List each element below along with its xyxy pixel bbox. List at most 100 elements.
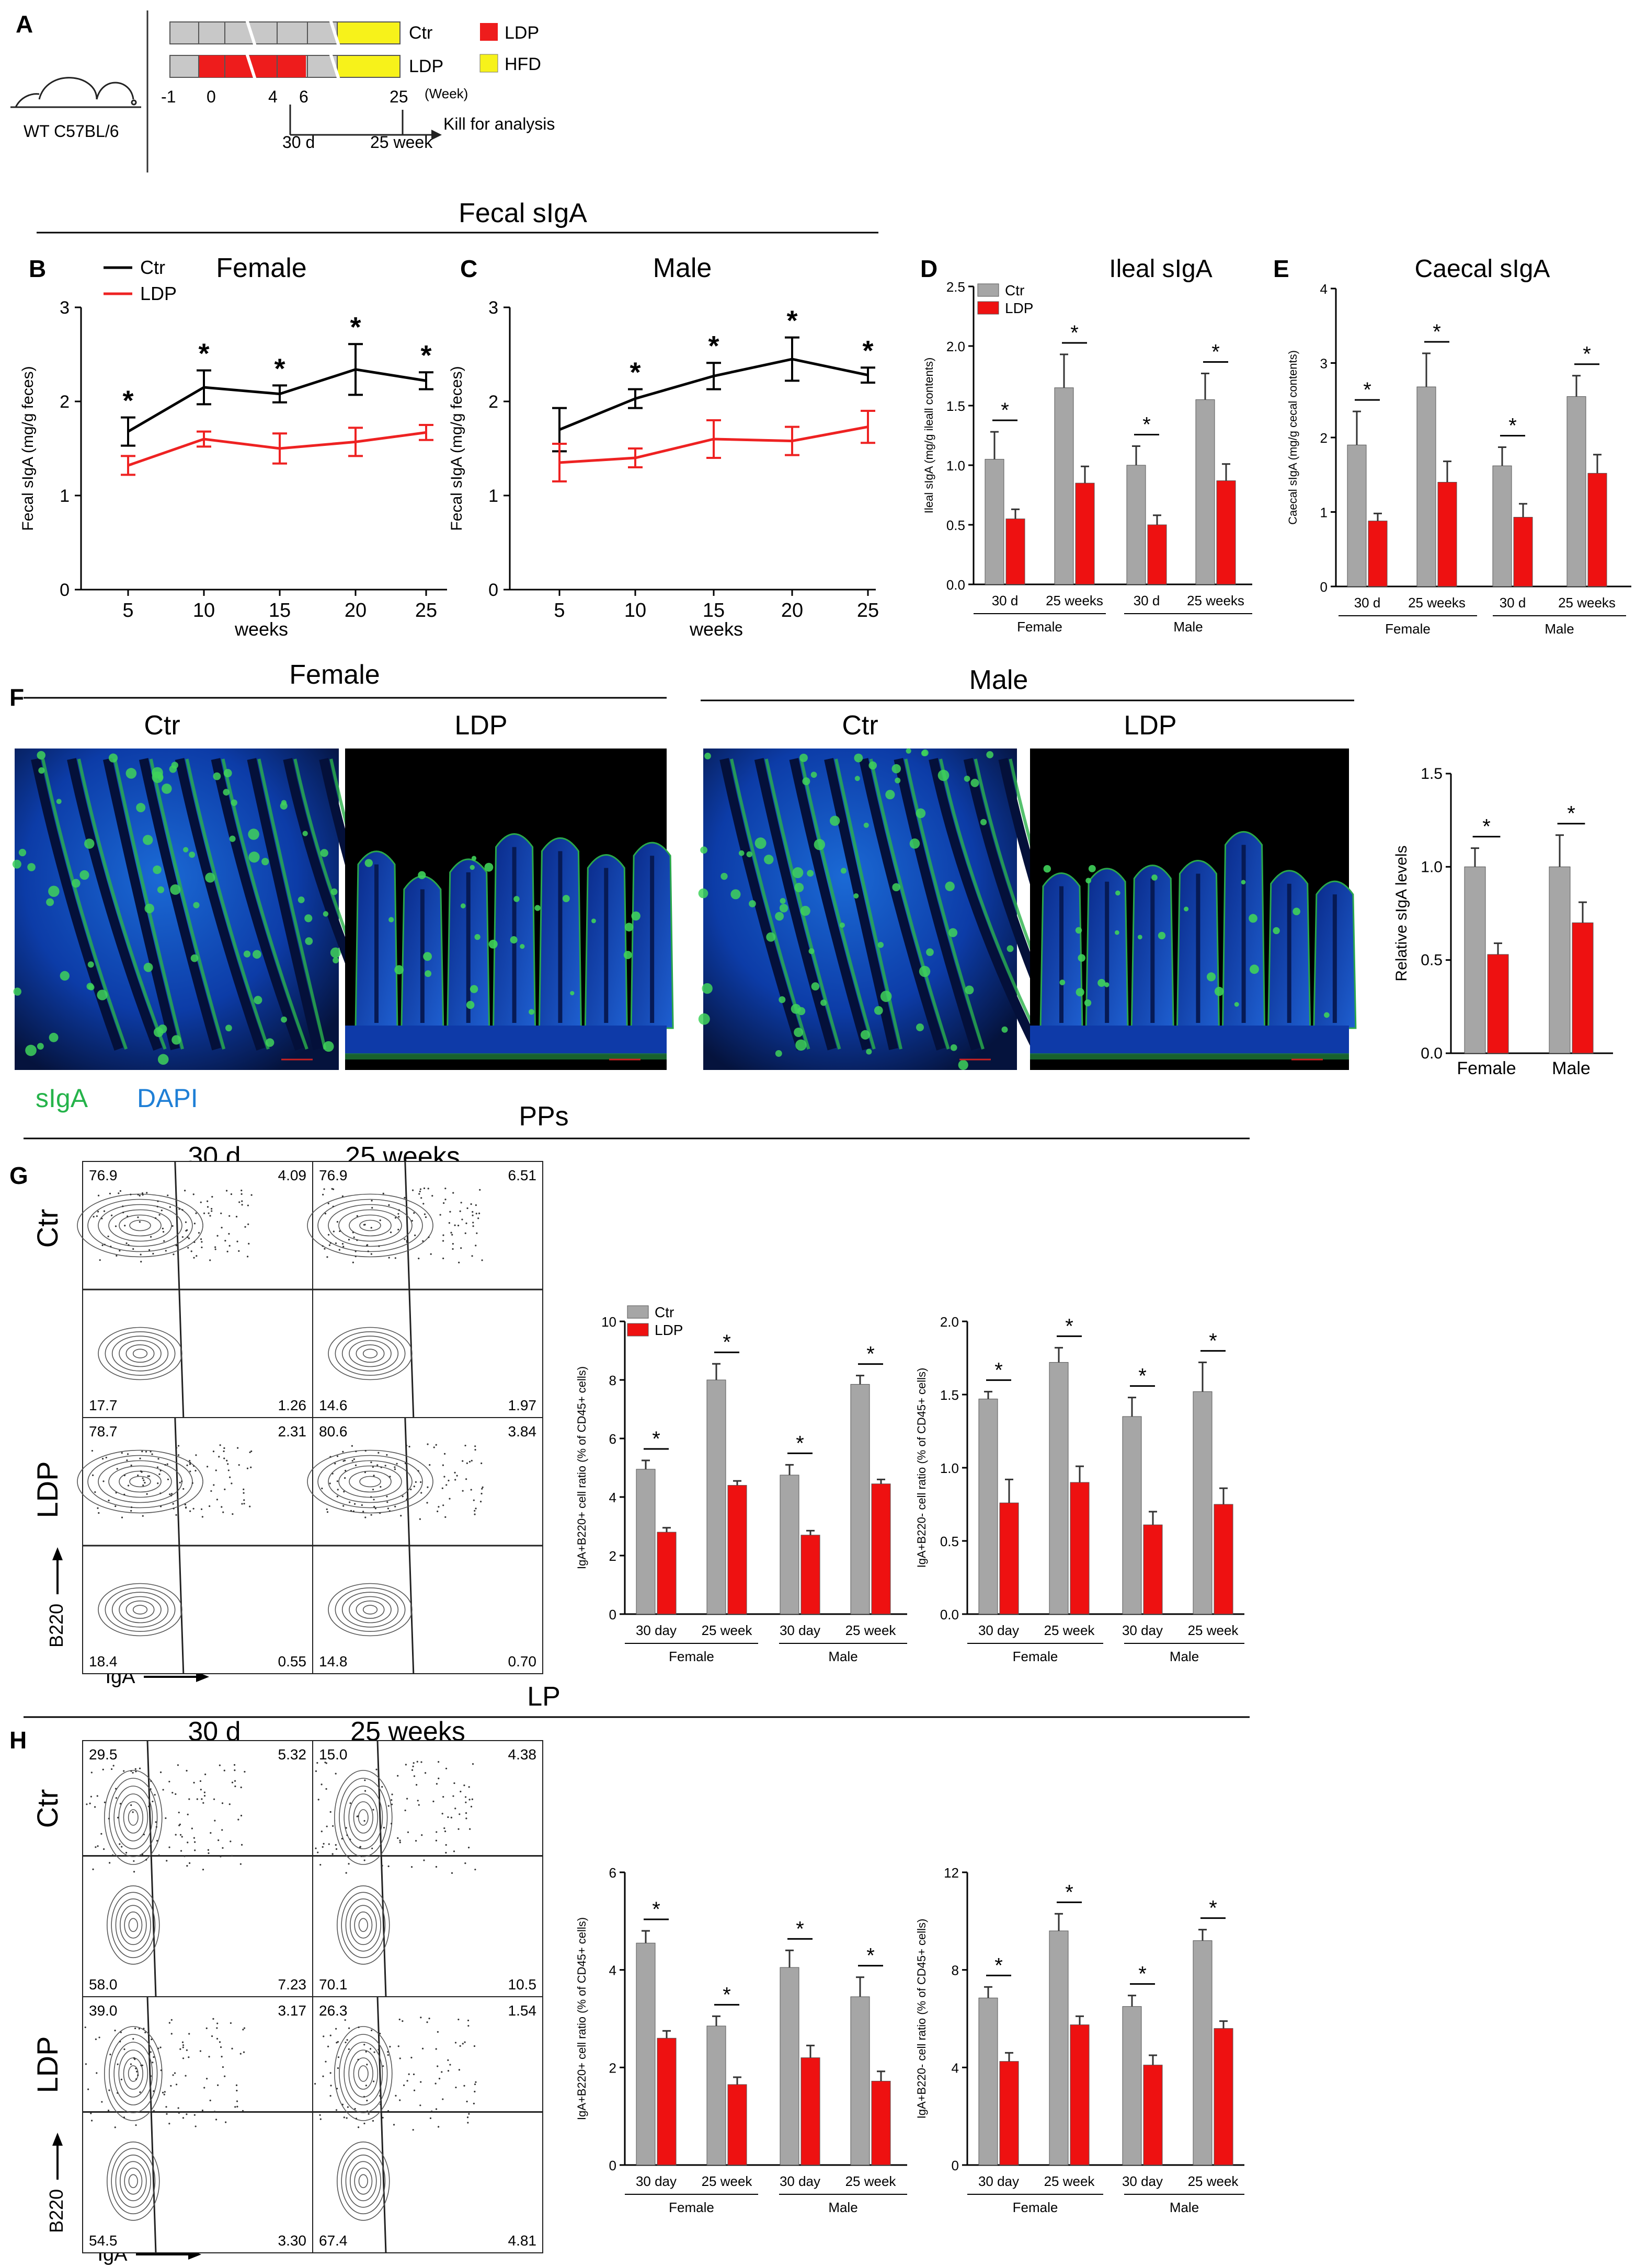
event-dot: [182, 2057, 185, 2059]
event-dot: [124, 1225, 126, 1227]
event-dot: [216, 1235, 219, 1237]
event-dot: [445, 1767, 448, 1770]
event-dot: [353, 1458, 355, 1460]
event-dot: [108, 2089, 110, 2091]
contour-ring: [108, 1465, 172, 1498]
contour-ring: [362, 1605, 378, 1615]
event-dot: [472, 1214, 474, 1216]
event-dot: [406, 1470, 408, 1472]
event-dot: [427, 1486, 429, 1488]
category-label: 25 week: [845, 1622, 897, 1638]
group-label: Male: [1170, 2200, 1199, 2215]
bar-ctr: [636, 1942, 656, 2166]
event-dot: [208, 2056, 210, 2058]
event-dot: [234, 1780, 236, 1782]
event-dot: [135, 2078, 138, 2080]
event-dot: [175, 1244, 177, 1247]
siga-stain: [77, 758, 167, 1050]
significance-star: *: [1211, 340, 1220, 363]
x-tick-label: 20: [781, 600, 803, 621]
category-label: 25 week: [845, 2173, 897, 2189]
event-dot: [188, 1237, 190, 1239]
event-dot: [193, 1241, 196, 1244]
event-dot: [388, 1257, 390, 1259]
flow-y-axis-label: B220: [45, 2189, 67, 2233]
event-dot: [394, 1257, 396, 1259]
event-dot: [119, 2041, 121, 2043]
contour-ring: [358, 1918, 368, 1932]
event-dot: [455, 2086, 457, 2089]
legend-label-ldp: LDP: [505, 23, 539, 43]
siga-cell: [157, 886, 165, 893]
siga-cell: [980, 819, 987, 825]
event-dot: [89, 1802, 91, 1804]
event-dot: [158, 1214, 161, 1216]
bar-ldp: [727, 1485, 747, 1615]
event-dot: [418, 1804, 420, 1806]
event-dot: [226, 1459, 228, 1461]
event-dot: [181, 1236, 184, 1238]
event-dot: [344, 1477, 346, 1479]
significance-star: *: [1583, 343, 1591, 366]
event-dot: [362, 1511, 364, 1513]
event-dot: [449, 1498, 451, 1500]
event-dot: [108, 1817, 110, 1820]
significance-star: *: [723, 1983, 731, 2006]
y-tick-label: 0.5: [946, 517, 965, 533]
quadrant-value-ur: 4.09: [278, 1167, 307, 1183]
f-col-label-male-ldp: LDP: [1124, 710, 1176, 741]
significance-star: *: [1209, 1897, 1217, 1920]
event-dot: [196, 1798, 198, 1800]
siga-cell: [1151, 874, 1158, 881]
event-dot: [127, 1453, 129, 1455]
event-dot: [144, 1482, 146, 1484]
siga-cell: [916, 808, 926, 819]
bar-ldp: [871, 2080, 891, 2166]
event-dot: [98, 1512, 100, 1514]
event-dot: [128, 1244, 130, 1246]
event-dot: [227, 1469, 230, 1471]
event-dot: [342, 1505, 345, 1507]
y-tick-label: 2: [609, 2060, 616, 2076]
siga-stain: [113, 758, 184, 1050]
event-dot: [372, 1809, 374, 1811]
event-dot: [435, 2108, 438, 2110]
event-dot: [366, 1244, 368, 1247]
event-dot: [215, 1469, 217, 1471]
event-dot: [123, 1493, 125, 1495]
quadrant-value-ll: 54.5: [89, 2232, 118, 2249]
event-dot: [317, 1851, 319, 1853]
event-dot: [138, 2028, 140, 2030]
event-dot: [443, 1827, 445, 1829]
flow-plot: 29.5 5.32 58.0 7.23: [82, 1740, 313, 1997]
event-dot: [225, 2121, 227, 2123]
siga-cell: [814, 839, 826, 850]
event-dot: [231, 1781, 234, 1783]
event-dot: [378, 1245, 380, 1247]
event-dot: [115, 1788, 117, 1790]
event-dot: [445, 1844, 447, 1846]
contour-ring: [119, 1340, 162, 1367]
micrograph-panel: [12, 749, 420, 1070]
contour-ring: [338, 1209, 402, 1242]
y-tick-label: 1.0: [1421, 858, 1443, 876]
event-dot: [339, 1230, 341, 1233]
siga-cell: [108, 753, 118, 763]
y-tick-label: 0.0: [1421, 1045, 1443, 1062]
crypt-lumen: [175, 758, 266, 1051]
siga-cell: [964, 775, 970, 782]
siga-cell: [1293, 907, 1300, 916]
crypt-lumen: [67, 758, 163, 1051]
event-dot: [182, 2117, 185, 2119]
event-dot: [373, 1475, 375, 1477]
event-dot: [140, 1261, 142, 1263]
event-dot: [136, 2070, 138, 2073]
event-dot: [193, 1223, 196, 1225]
event-dot: [247, 1204, 249, 1206]
event-dot: [148, 1249, 151, 1251]
event-dot: [140, 2064, 142, 2066]
contour-ring: [128, 1918, 138, 1932]
event-dot: [249, 1451, 251, 1454]
event-dot: [370, 1514, 372, 1516]
event-dot: [458, 2018, 460, 2021]
